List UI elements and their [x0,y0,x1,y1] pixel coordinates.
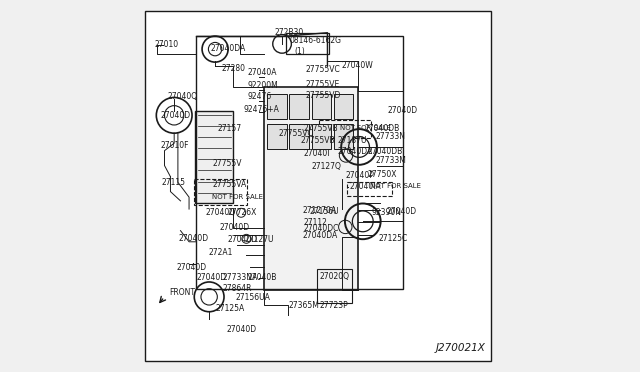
Text: 27864R: 27864R [223,284,252,293]
Text: 27755VC: 27755VC [305,65,340,74]
Text: 27040DC: 27040DC [303,224,339,233]
Bar [334,94,353,119]
Bar [347,182,392,196]
Text: 272B30: 272B30 [275,28,304,37]
Text: 27020Q: 27020Q [319,272,349,280]
Text: 27115: 27115 [162,178,186,187]
Text: 27755VE: 27755VE [305,80,339,89]
Text: 27040I: 27040I [303,149,330,158]
Text: 27127U: 27127U [245,235,275,244]
Text: 27040DA: 27040DA [211,44,246,53]
Bar [312,124,331,149]
Text: NOT FOR SALE: NOT FOR SALE [370,183,421,189]
Text: 27040Q: 27040Q [168,92,198,101]
Text: J270021X: J270021X [436,343,486,353]
Text: 27280: 27280 [221,64,245,73]
Bar [286,33,328,54]
Text: 27755VB: 27755VB [303,124,338,133]
Bar [312,94,331,119]
Text: 27040DA: 27040DA [302,231,337,240]
Bar [267,94,287,119]
Bar [267,124,287,149]
Text: 27040D: 27040D [179,234,209,243]
Text: 27040Q: 27040Q [205,208,236,217]
Text: NOT FOR SALE: NOT FOR SALE [340,125,392,131]
Text: 27040D: 27040D [177,263,207,272]
Text: 27365M: 27365M [289,301,319,310]
Text: 92476+A: 92476+A [244,105,280,114]
Text: 27125A: 27125A [215,304,244,313]
Text: 92200M: 92200M [248,81,278,90]
Text: 92390N: 92390N [371,208,401,217]
Text: 27157: 27157 [218,124,242,133]
Text: 27040D: 27040D [227,235,257,244]
Text: 27112: 27112 [303,218,327,227]
Text: 27040D: 27040D [196,273,227,282]
Text: 27750X: 27750X [367,170,397,179]
Text: 27127Q: 27127Q [312,162,342,171]
Text: 27733M: 27733M [375,156,406,165]
Text: 27755VA: 27755VA [212,180,246,189]
Bar [264,87,358,290]
Text: 27755VD: 27755VD [305,92,340,100]
Bar [334,124,353,149]
Text: 27040IA: 27040IA [349,182,381,190]
Bar [195,111,232,203]
Text: 27010: 27010 [154,40,179,49]
Text: 27726X: 27726X [228,208,257,217]
Bar [317,269,353,303]
Text: 27040DB: 27040DB [365,124,400,133]
Text: 08146-6162G: 08146-6162G [289,36,342,45]
Text: (1): (1) [294,47,305,56]
Text: 27040A: 27040A [248,68,277,77]
Text: 27125C: 27125C [379,234,408,243]
Text: 27040P: 27040P [346,171,374,180]
Text: 27040DB: 27040DB [367,147,403,156]
Text: 271270A: 271270A [302,206,336,215]
Bar [196,36,403,289]
Text: 27040B: 27040B [248,273,277,282]
Text: 27040DA: 27040DA [338,147,373,156]
Text: 27040W: 27040W [342,61,373,70]
Text: NOT FOR SALE: NOT FOR SALE [212,194,263,200]
Text: 27010F: 27010F [160,141,189,150]
Bar [319,120,371,138]
Text: 92476: 92476 [248,92,272,101]
Text: 27040D: 27040D [227,325,257,334]
Text: 27040D: 27040D [160,111,190,120]
Bar [289,124,309,149]
Text: 27755V: 27755V [212,159,242,168]
Text: 27733NA: 27733NA [223,273,258,282]
Text: 27755VC: 27755VC [278,129,313,138]
Text: 27040D: 27040D [388,106,418,115]
Text: 27040D: 27040D [220,223,250,232]
Text: 27733N: 27733N [375,132,405,141]
Bar [289,94,309,119]
Text: 27040D: 27040D [386,207,417,216]
Bar [195,179,247,205]
Text: 272A1: 272A1 [209,248,233,257]
Text: 27755VB: 27755VB [301,136,335,145]
Text: 27156UA: 27156UA [235,293,270,302]
Text: 27723P: 27723P [319,301,348,310]
Text: 27156U: 27156U [310,207,339,216]
Text: FRONT: FRONT [170,288,195,297]
Text: 27187U: 27187U [338,136,367,145]
